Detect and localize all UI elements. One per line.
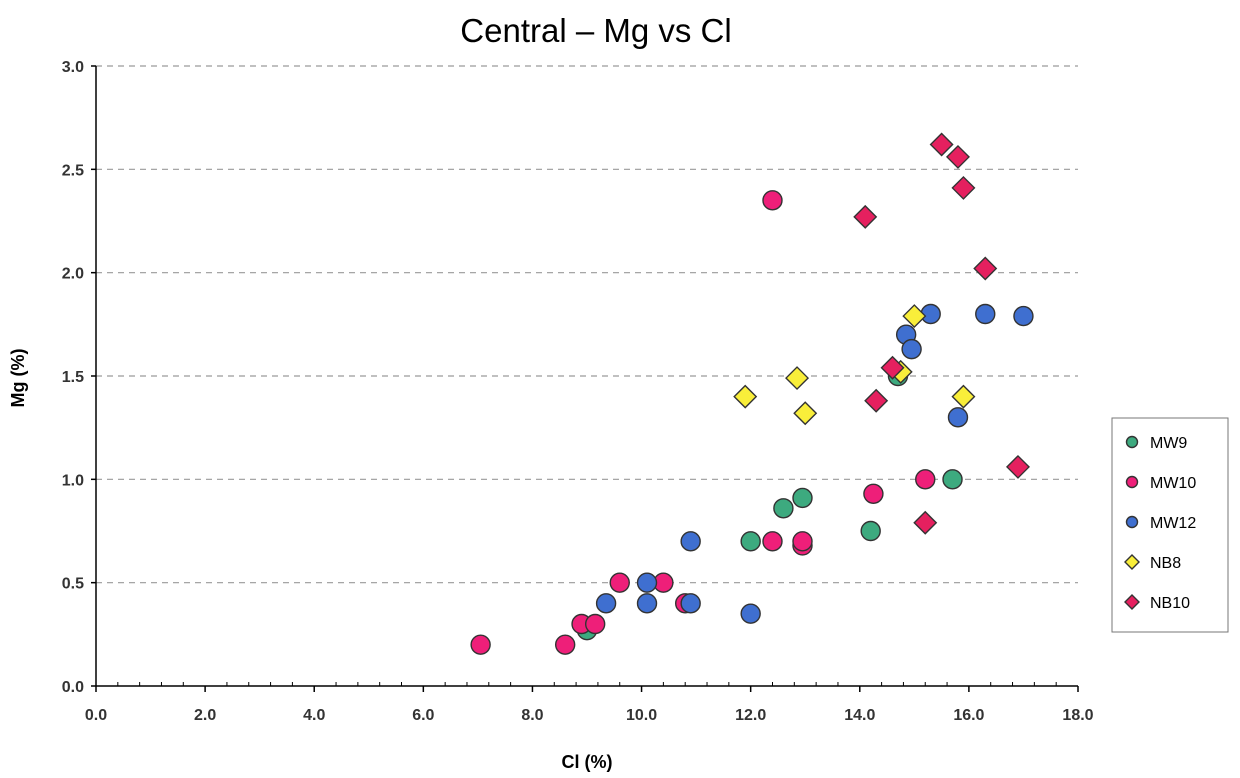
- series-mw10: [470, 190, 936, 655]
- legend-item: MW12: [1125, 515, 1196, 532]
- data-point: [902, 304, 927, 329]
- x-tick-label: 0.0: [85, 707, 107, 724]
- data-point: [792, 531, 813, 552]
- series-mw12: [595, 303, 1034, 624]
- data-point: [793, 401, 818, 426]
- data-point: [595, 593, 617, 614]
- x-tick-label: 6.0: [412, 707, 434, 724]
- data-point: [609, 572, 630, 593]
- x-tick-label: 2.0: [194, 707, 216, 724]
- y-tick-label: 1.5: [62, 369, 84, 386]
- legend-label: MW9: [1150, 435, 1187, 452]
- series-nb8: [733, 304, 976, 426]
- data-point: [880, 355, 905, 380]
- legend-marker: [1124, 554, 1140, 570]
- x-tick-label: 8.0: [521, 707, 543, 724]
- data-point: [470, 634, 491, 655]
- data-point: [951, 384, 976, 409]
- data-point: [740, 603, 761, 624]
- data-point: [860, 520, 881, 542]
- data-point: [853, 204, 878, 229]
- data-point: [785, 366, 810, 391]
- data-point: [945, 144, 970, 169]
- x-tick-label: 18.0: [1062, 707, 1093, 724]
- data-point: [680, 531, 701, 552]
- legend-label: MW10: [1150, 475, 1196, 492]
- series-nb10: [853, 132, 1030, 535]
- legend-label: NB10: [1150, 595, 1190, 612]
- y-tick-label: 0.5: [62, 576, 84, 593]
- legend-marker: [1124, 594, 1140, 610]
- data-point: [1005, 454, 1030, 479]
- x-tick-label: 16.0: [953, 707, 984, 724]
- data-point: [762, 190, 783, 211]
- data-point: [584, 613, 606, 635]
- legend-item: MW9: [1125, 435, 1187, 452]
- legend-marker: [1125, 435, 1139, 449]
- data-point: [680, 593, 701, 614]
- legend-marker: [1125, 515, 1139, 529]
- data-point: [864, 388, 889, 413]
- x-tick-label: 4.0: [303, 707, 325, 724]
- legend-item: NB10: [1124, 594, 1190, 612]
- legend-item: MW10: [1125, 475, 1196, 492]
- data-point: [973, 256, 998, 281]
- chart-title: Central – Mg vs Cl: [460, 12, 731, 49]
- data-point: [733, 384, 758, 409]
- x-tick-label: 12.0: [735, 707, 766, 724]
- data-point: [773, 498, 794, 519]
- data-point: [947, 407, 969, 428]
- data-point: [740, 531, 761, 552]
- y-tick-label: 2.0: [62, 266, 84, 283]
- data-point: [762, 531, 783, 552]
- x-axis-label: Cl (%): [562, 752, 613, 772]
- data-point: [863, 483, 884, 504]
- data-point: [636, 593, 658, 614]
- legend-label: MW12: [1150, 515, 1196, 532]
- legend-item: NB8: [1124, 554, 1181, 572]
- data-point: [975, 303, 996, 325]
- y-axis-label: Mg (%): [8, 349, 28, 408]
- data-point: [901, 338, 922, 360]
- data-point: [636, 572, 658, 593]
- grid-lines: [96, 65, 1078, 584]
- x-tick-label: 14.0: [844, 707, 875, 724]
- data-point: [1013, 305, 1034, 327]
- data-point: [913, 510, 938, 535]
- data-point: [792, 487, 813, 509]
- x-tick-label: 10.0: [626, 707, 657, 724]
- data-points: [470, 132, 1034, 655]
- y-ticks: 0.0 0.5 1.0 1.5 2.0 2.5 3.0: [62, 59, 96, 696]
- y-tick-label: 2.5: [62, 162, 84, 179]
- legend-marker: [1125, 475, 1139, 489]
- data-point: [554, 634, 576, 655]
- legend: MW9 MW10 MW12 NB8 NB10: [1111, 417, 1229, 633]
- y-tick-label: 1.0: [62, 472, 84, 489]
- legend-label: NB8: [1150, 555, 1181, 572]
- y-tick-label: 3.0: [62, 59, 84, 76]
- data-point: [942, 469, 963, 490]
- data-point: [915, 469, 936, 490]
- series-mw9: [576, 365, 963, 641]
- y-tick-label: 0.0: [62, 679, 84, 696]
- x-ticks: 0.0 2.0 4.0 6.0 8.0 10.0 12.0 14.0 16.0 18.0: [85, 682, 1094, 724]
- data-point: [951, 175, 976, 200]
- data-point: [929, 132, 954, 157]
